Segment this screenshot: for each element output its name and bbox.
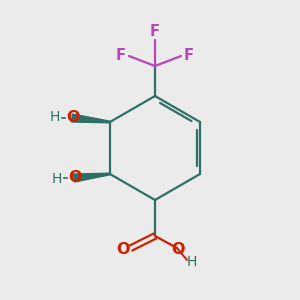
Polygon shape <box>74 173 110 182</box>
Text: H: H <box>52 172 62 186</box>
Text: O: O <box>68 170 82 185</box>
Text: F: F <box>184 49 194 64</box>
Text: F: F <box>150 25 160 40</box>
Text: O: O <box>66 110 80 125</box>
Text: H: H <box>50 110 60 124</box>
Polygon shape <box>71 114 110 123</box>
Text: O: O <box>171 242 185 256</box>
Text: H: H <box>187 255 197 269</box>
Text: F: F <box>116 49 126 64</box>
Text: O: O <box>116 242 130 256</box>
